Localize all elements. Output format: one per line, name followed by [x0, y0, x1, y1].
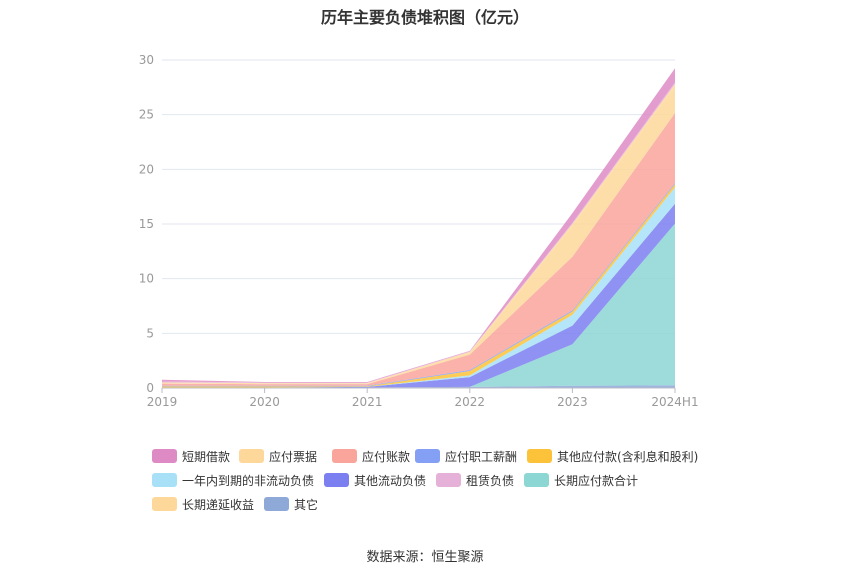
legend-label: 应付职工薪酬 [445, 449, 518, 464]
legend-item[interactable]: 应付票据 [239, 446, 317, 466]
legend-item[interactable]: 租赁负债 [436, 470, 514, 490]
area-series-3 [162, 187, 675, 388]
legend-label: 其它 [294, 497, 319, 512]
legend-swatch [332, 449, 357, 463]
y-tick-label: 20 [139, 162, 154, 176]
legend-label: 一年内到期的非流动负债 [182, 473, 315, 488]
legend-item[interactable]: 短期借款 [152, 446, 230, 466]
x-tick-label: 2022 [455, 395, 486, 409]
legend-swatch [152, 449, 177, 463]
legend-label: 应付账款 [362, 449, 411, 464]
legend-item[interactable]: 其他应付款(含利息和股利) [527, 446, 698, 466]
legend-swatch [324, 473, 349, 487]
legend-swatch [524, 473, 549, 487]
legend-swatch [527, 449, 552, 463]
x-tick-label: 2023 [557, 395, 588, 409]
legend-item[interactable]: 其它 [264, 494, 318, 514]
y-tick-label: 30 [139, 53, 154, 67]
legend-swatch [152, 473, 177, 487]
legend-swatch [152, 497, 177, 511]
x-tick-label: 2021 [352, 395, 383, 409]
legend-swatch [264, 497, 289, 511]
legend-item[interactable]: 一年内到期的非流动负债 [152, 470, 314, 490]
legend-item[interactable]: 应付账款 [332, 446, 410, 466]
x-tick-label: 2020 [249, 395, 280, 409]
legend-label: 其他应付款(含利息和股利) [557, 449, 699, 464]
x-tick-label: 2024H1 [651, 395, 698, 409]
area-series-7 [162, 86, 675, 385]
legend-label: 长期递延收益 [182, 497, 255, 512]
area-series-1 [162, 223, 675, 388]
legend-label: 应付票据 [269, 449, 318, 464]
legend-item[interactable]: 长期应付款合计 [524, 470, 638, 490]
legend-swatch [436, 473, 461, 487]
legend-swatch [415, 449, 440, 463]
legend-label: 短期借款 [182, 449, 231, 464]
legend-item[interactable]: 长期递延收益 [152, 494, 254, 514]
y-tick-label: 10 [139, 272, 154, 286]
chart-title: 历年主要负债堆积图（亿元） [320, 8, 529, 27]
legend-label: 长期应付款合计 [554, 473, 639, 488]
legend-swatch [239, 449, 264, 463]
y-tick-label: 15 [139, 217, 154, 231]
x-tick-label: 2019 [147, 395, 178, 409]
y-tick-label: 25 [139, 108, 154, 122]
y-tick-label: 5 [146, 326, 154, 340]
legend-item[interactable]: 其他流动负债 [324, 470, 426, 490]
legend-label: 租赁负债 [466, 473, 515, 488]
data-source: 数据来源：恒生聚源 [366, 550, 484, 565]
legend-label: 其他流动负债 [354, 473, 427, 488]
legend-item[interactable]: 应付职工薪酬 [415, 446, 517, 466]
area-series-2 [162, 203, 675, 388]
stacked-area-chart: 0 5 10 15 20 25 30 2019 2020 2021 2022 2023 2024H1 [139, 53, 699, 409]
area-series-0 [162, 385, 675, 388]
area-series-6 [162, 113, 675, 386]
y-tick-label: 0 [146, 381, 154, 395]
